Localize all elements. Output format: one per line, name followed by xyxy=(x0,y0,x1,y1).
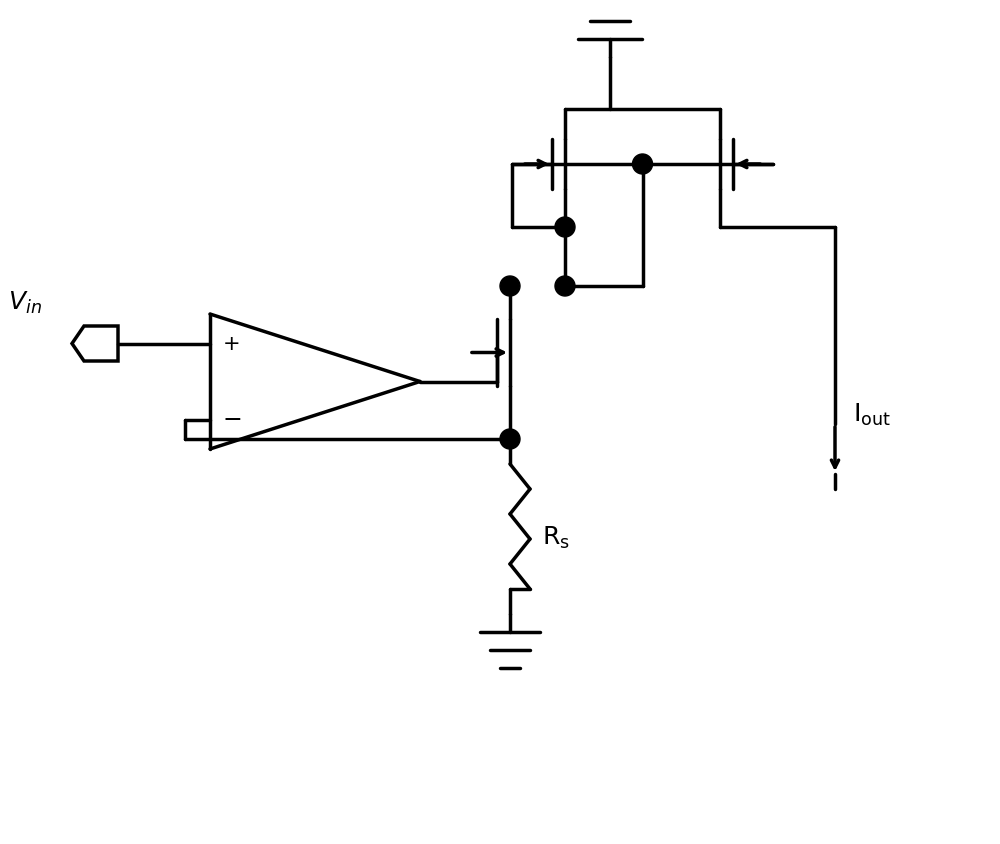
Text: $\mathregular{V_{in}}$: $\mathregular{V_{in}}$ xyxy=(8,289,42,315)
Circle shape xyxy=(500,430,520,450)
Circle shape xyxy=(555,218,575,238)
Text: +: + xyxy=(223,334,241,354)
Circle shape xyxy=(500,277,520,296)
Text: −: − xyxy=(222,408,242,432)
Circle shape xyxy=(633,154,653,175)
Text: $\mathregular{I_{out}}$: $\mathregular{I_{out}}$ xyxy=(853,402,891,428)
Text: $\mathregular{R_s}$: $\mathregular{R_s}$ xyxy=(542,524,570,550)
Circle shape xyxy=(555,277,575,296)
